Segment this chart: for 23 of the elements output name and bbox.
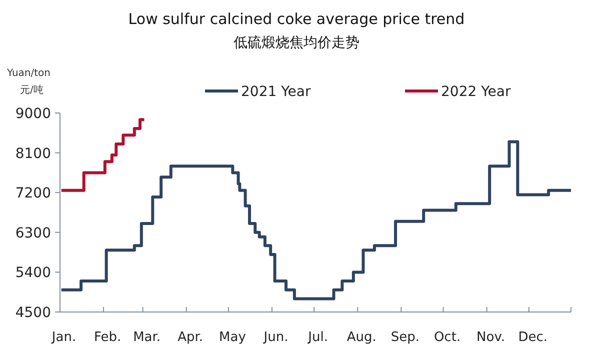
x-tick-label: Jan. [50, 330, 76, 345]
x-tick-label: Nov. [476, 330, 506, 345]
x-tick-label: Dec. [518, 330, 548, 345]
x-tick-label: Sep. [390, 330, 420, 345]
y-tick-label: 6300 [15, 225, 51, 242]
x-tick-label: Oct. [434, 330, 461, 345]
y-tick-label: 8100 [15, 146, 51, 162]
y-tick-label: 5400 [15, 265, 51, 282]
x-tick-label: Mar. [133, 330, 161, 345]
legend-label: 2022 Year [441, 84, 511, 100]
y-tick-label: 7200 [15, 186, 51, 202]
x-tick-label: Jun. [262, 330, 288, 345]
chart-subtitle: 低硫煅烧焦均价走势 [234, 35, 360, 51]
x-tick-label: Apr. [178, 330, 204, 345]
x-tick-label: Jul. [307, 330, 328, 345]
y-tick-label: 9000 [15, 106, 51, 122]
y-axis-title: Yuan/ton 元/吨 [6, 68, 51, 96]
chart-title: Low sulfur calcined coke average price trend [128, 10, 465, 28]
x-tick-label: Aug. [346, 330, 376, 345]
x-tick-label: May [219, 330, 246, 345]
y-tick-label: 4500 [15, 305, 51, 321]
legend-label: 2021 Year [241, 84, 311, 100]
x-tick-label: Feb. [94, 330, 122, 345]
